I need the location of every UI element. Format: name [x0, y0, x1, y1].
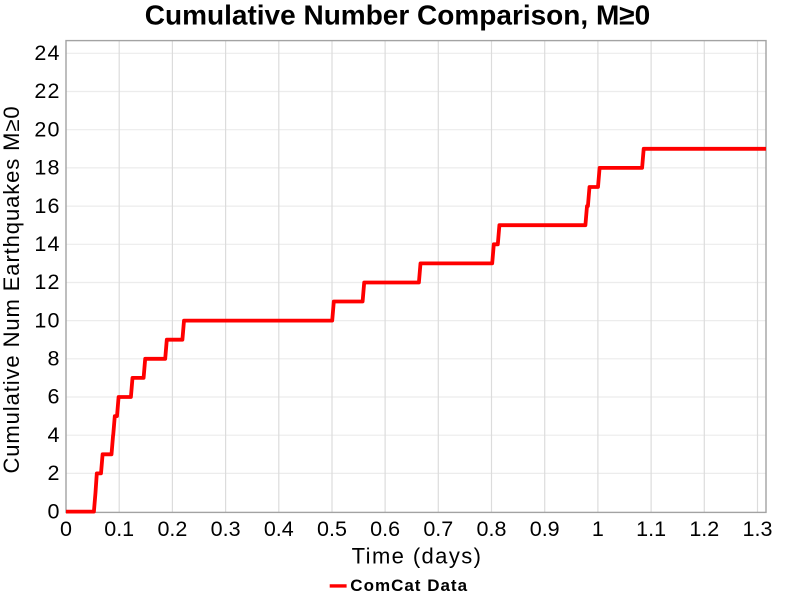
svg-text:0: 0 [60, 517, 72, 541]
svg-text:Time (days): Time (days) [352, 544, 483, 569]
svg-text:Cumulative Number Comparison,: Cumulative Number Comparison, M≥0 [145, 0, 650, 30]
svg-text:0.6: 0.6 [370, 517, 400, 541]
svg-text:0.8: 0.8 [477, 517, 507, 541]
svg-text:24: 24 [34, 41, 60, 65]
svg-text:14: 14 [34, 232, 60, 256]
svg-text:20: 20 [34, 117, 60, 141]
svg-text:1.2: 1.2 [689, 517, 719, 541]
svg-text:16: 16 [34, 194, 60, 218]
svg-text:12: 12 [34, 270, 60, 294]
svg-text:10: 10 [34, 308, 60, 332]
svg-text:6: 6 [48, 385, 61, 409]
svg-text:0.1: 0.1 [104, 517, 134, 541]
svg-text:0.9: 0.9 [530, 517, 560, 541]
svg-text:4: 4 [48, 423, 61, 447]
svg-text:0: 0 [48, 499, 61, 523]
svg-text:0.5: 0.5 [317, 517, 347, 541]
svg-text:22: 22 [34, 79, 60, 103]
svg-text:1: 1 [592, 517, 604, 541]
svg-text:ComCat Data: ComCat Data [350, 576, 468, 595]
svg-text:1.3: 1.3 [743, 517, 773, 541]
svg-text:0.7: 0.7 [423, 517, 453, 541]
svg-text:0.2: 0.2 [157, 517, 187, 541]
svg-text:0.3: 0.3 [211, 517, 241, 541]
svg-text:2: 2 [48, 461, 61, 485]
svg-text:0.4: 0.4 [264, 517, 294, 541]
svg-text:Cumulative Num Earthquakes M≥0: Cumulative Num Earthquakes M≥0 [0, 105, 24, 473]
svg-text:8: 8 [48, 347, 61, 371]
svg-text:18: 18 [34, 156, 60, 180]
svg-text:1.1: 1.1 [636, 517, 666, 541]
